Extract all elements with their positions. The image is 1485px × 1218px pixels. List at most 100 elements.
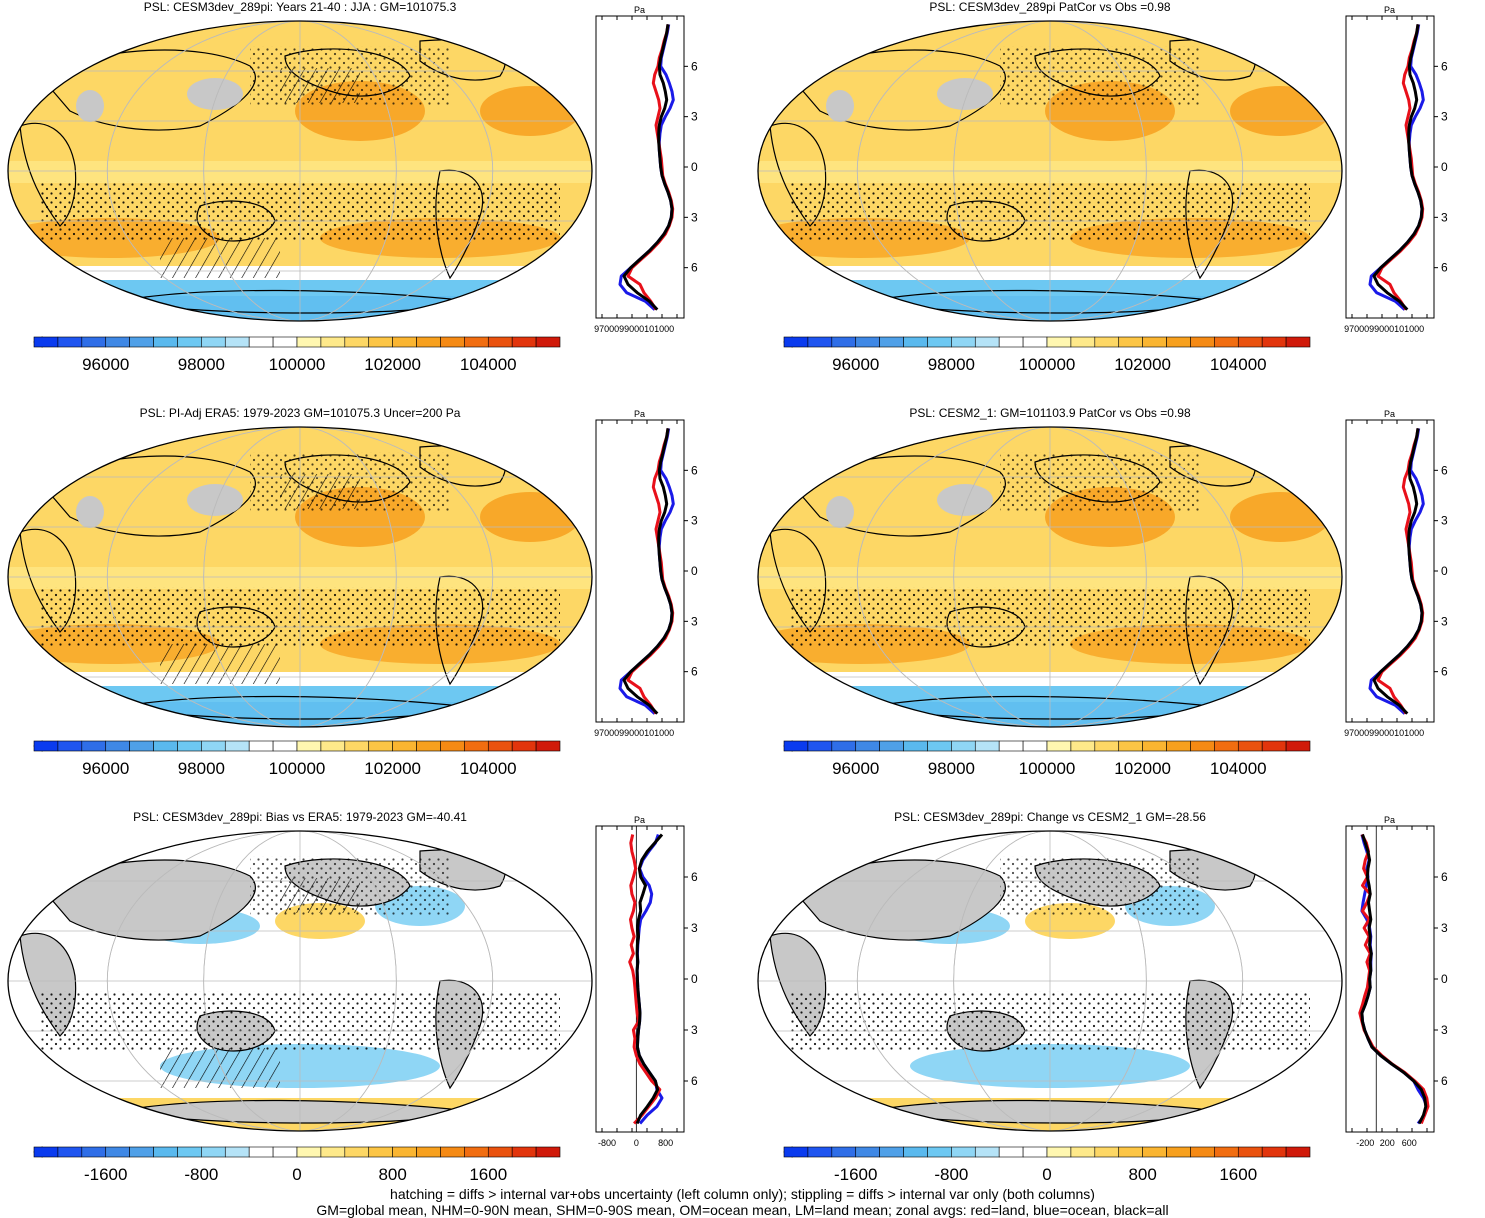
colorbar-tick-label: 98000 [928, 355, 975, 374]
colorbar-tick-label: -1600 [834, 1165, 877, 1184]
colorbar-cell [105, 1146, 130, 1158]
lat-tick-label: 0 [691, 564, 698, 578]
zonal-line-all [635, 833, 664, 1125]
colorbar-cell [855, 336, 880, 348]
lat-tick-label: 30S [691, 1023, 698, 1037]
colorbar-tick-label: 100000 [1019, 759, 1076, 778]
colorbar-tick-label: 100000 [1019, 355, 1076, 374]
graticule-line [953, 831, 1147, 1131]
colorbar-cell [1118, 740, 1143, 752]
colorbar-cell [1190, 740, 1215, 752]
lat-tick-label: 60N [691, 59, 698, 73]
lat-tick-label: 60S [1441, 1074, 1448, 1088]
colorbar-cell [416, 740, 441, 752]
colorbar-cell [1214, 740, 1239, 752]
colorbar-cell [1070, 740, 1096, 752]
map-plot [7, 20, 593, 322]
graticule-line [203, 21, 397, 321]
colorbar-cell [57, 740, 83, 752]
colorbar-tick-label: 98000 [178, 759, 225, 778]
colorbar-cell [855, 740, 880, 752]
colorbar-cell [1142, 740, 1167, 752]
lat-tick-label: 30N [691, 110, 698, 124]
colorbar-cell [153, 740, 178, 752]
colorbar-cell [535, 1146, 561, 1158]
colorbar-cell [879, 740, 904, 752]
lat-tick-label: 30S [691, 614, 698, 628]
colorbar-cell [129, 1146, 154, 1158]
colorbar-cell [177, 1146, 202, 1158]
colorbar-cell [535, 336, 561, 348]
colorbar-cell [511, 1146, 537, 1158]
colorbar-cell [974, 336, 1000, 348]
colorbar: -1600 -800 0 800 1600 [33, 1146, 561, 1184]
graticule-line [203, 831, 397, 1131]
continent-outline [789, 49, 1006, 131]
graticule-line [106, 427, 494, 727]
colorbar-cell [248, 740, 274, 752]
colorbar-tick-label: 1600 [469, 1165, 507, 1184]
colorbar: 96000 98000 100000 102000 104000 [783, 336, 1311, 374]
lat-tick-label: 60S [691, 665, 698, 679]
lat-tick-label: 30N [1441, 921, 1448, 935]
zonal-unit-label: Pa [634, 409, 645, 419]
lat-tick-label: 60S [691, 1074, 698, 1088]
x-tick-label: 200 [1380, 1138, 1395, 1148]
colorbar-cell [1285, 740, 1311, 752]
lat-tick-label: 0 [1441, 160, 1448, 174]
map-title: PSL: CESM3dev_289pi: Change vs CESM2_1 G… [894, 810, 1206, 824]
colorbar-cell [224, 740, 250, 752]
x-tick-label: 97000 [594, 728, 619, 738]
colorbar-cell [368, 336, 393, 348]
colorbar-cell [296, 336, 322, 348]
zonal-line-all [1372, 428, 1424, 715]
hatching [280, 878, 360, 913]
zonal-frame [595, 419, 685, 723]
colorbar-cell [272, 1146, 298, 1158]
colorbar-tick-label: 102000 [1114, 355, 1171, 374]
colorbar-tick-label: 800 [1128, 1165, 1156, 1184]
colorbar-cell [81, 1146, 107, 1158]
colorbar-cell [105, 336, 130, 348]
zonal-line-all [622, 24, 674, 311]
colorbar-cell [1214, 336, 1239, 348]
colorbar-cell [903, 336, 928, 348]
continent-outline [789, 455, 1006, 537]
colorbar-cell [1142, 1146, 1167, 1158]
lat-tick-label: 60N [1441, 463, 1448, 477]
colorbar-cell [320, 336, 346, 348]
colorbar-cell [1046, 1146, 1072, 1158]
colorbar-cell [272, 740, 298, 752]
map-border [7, 426, 593, 728]
colorbar-cell [1285, 1146, 1311, 1158]
colorbar-cell [464, 740, 489, 752]
colorbar-cell [903, 1146, 928, 1158]
map-plot [7, 426, 593, 728]
colorbar-cell [464, 336, 489, 348]
x-tick-label: 0 [634, 1138, 639, 1148]
hatching [280, 474, 360, 509]
zonal-line-land [628, 834, 662, 1125]
map-border [7, 830, 593, 1132]
x-tick-label: -200 [1356, 1138, 1374, 1148]
colorbar-cell [1166, 740, 1191, 752]
colorbar-cell [344, 1146, 370, 1158]
colorbar-cell [81, 336, 107, 348]
continent-outline [789, 859, 1006, 941]
lat-tick-label: 30N [1441, 110, 1448, 124]
colorbar-cell [33, 336, 59, 348]
colorbar-tick-label: 102000 [364, 759, 421, 778]
colorbar-tick-label: 0 [1042, 1165, 1051, 1184]
colorbar-cell [951, 336, 976, 348]
colorbar-cell [416, 336, 441, 348]
colorbar-tick-label: 1600 [1219, 1165, 1257, 1184]
x-tick-label: -800 [598, 1138, 616, 1148]
colorbar-cell [831, 336, 857, 348]
colorbar-cell [416, 1146, 441, 1158]
map-title: PSL: CESM2_1: GM=101103.9 PatCor vs Obs … [909, 406, 1191, 420]
colorbar-cell [368, 740, 393, 752]
continent-outline [39, 455, 256, 537]
colorbar-tick-label: 98000 [178, 355, 225, 374]
zonal-unit-label: Pa [634, 5, 645, 15]
